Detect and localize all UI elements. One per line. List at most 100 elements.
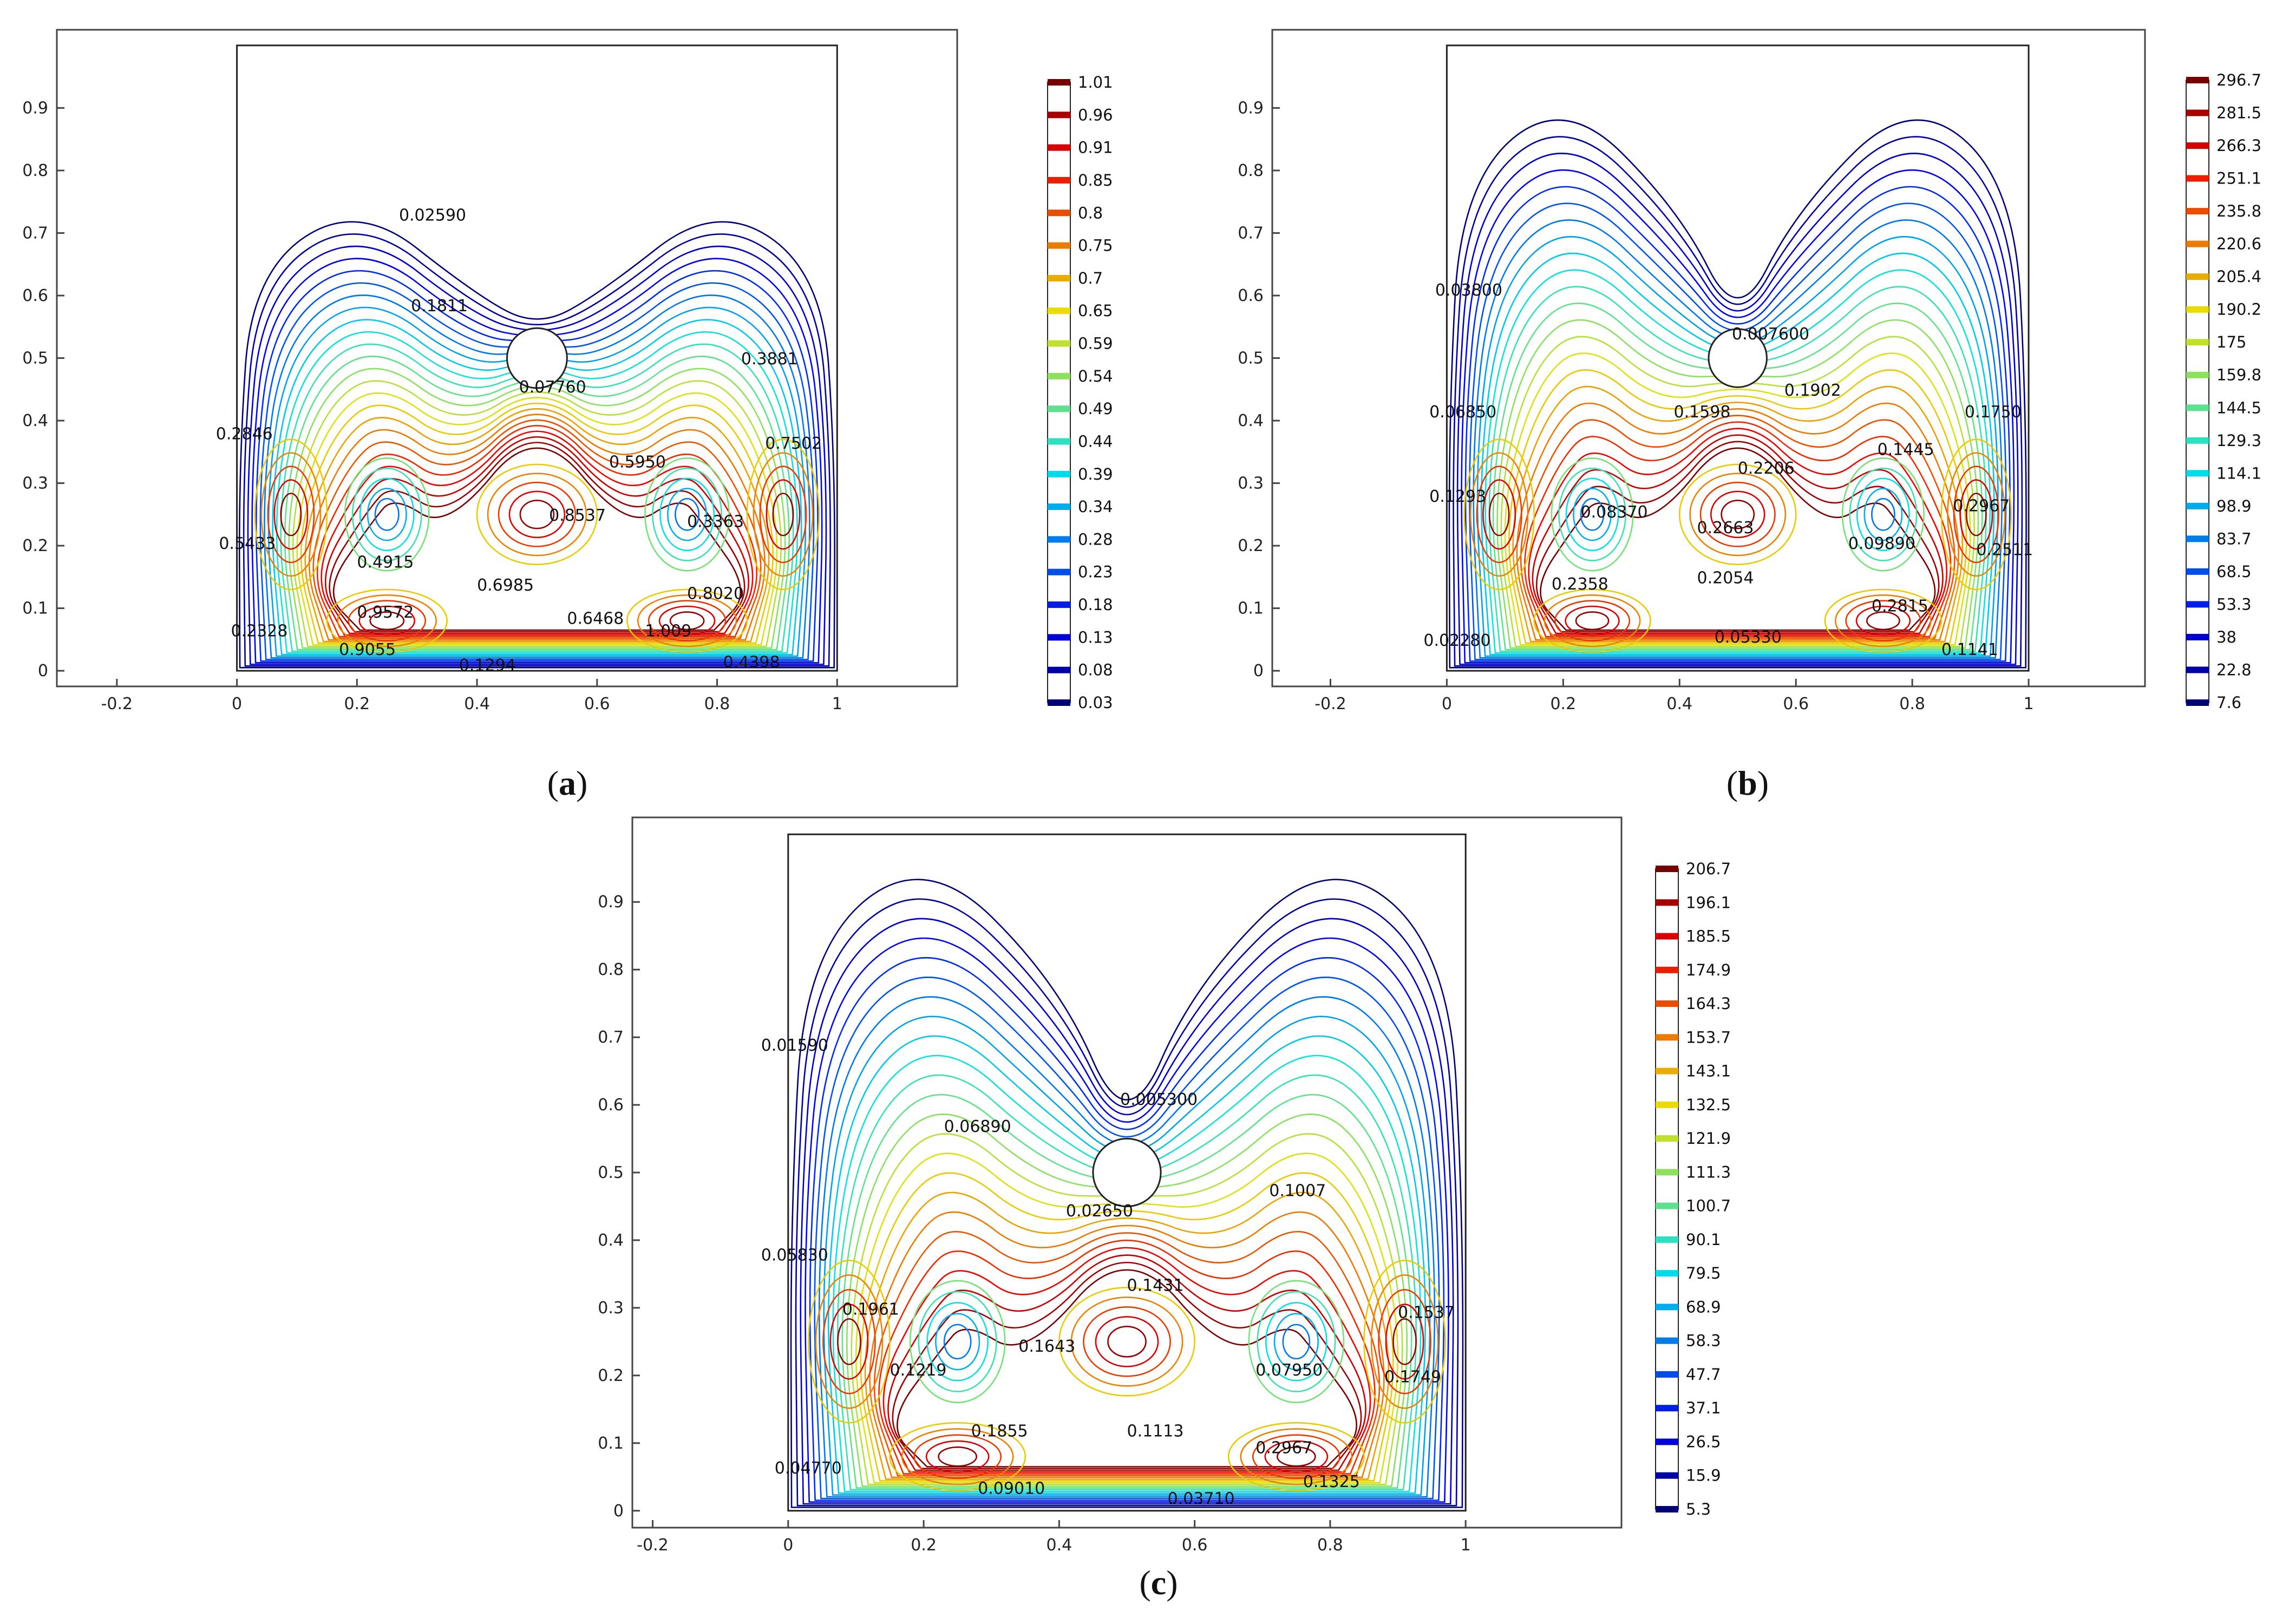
legend-label: 98.9: [2216, 497, 2252, 515]
legend-label: 111.3: [1686, 1163, 1731, 1181]
legend-swatch: [1656, 1034, 1678, 1041]
legend-swatch: [2186, 404, 2209, 411]
contour-value-label: 0.2206: [1738, 459, 1795, 478]
legend-swatch: [1048, 568, 1070, 575]
vortex-contour: [1095, 1316, 1159, 1367]
contour-line: [329, 442, 745, 633]
contour-line: [851, 1133, 1403, 1485]
contour-line: [800, 918, 1454, 1505]
legend-swatch: [2186, 77, 2209, 83]
contour-line: [823, 1016, 1431, 1496]
contour-line: [308, 414, 766, 641]
vortex-contour: [1392, 1318, 1417, 1365]
contour-value-label: 0.1293: [1429, 487, 1486, 506]
contour-value-label: 0.2328: [231, 622, 288, 641]
vortex-contour: [658, 605, 716, 636]
panel-a: -0.2 0 0.2 0.4 0.6 0.8 1 0 0.1 0.2 0.3 0.4 0.5 0.6 0.…: [22, 29, 1113, 802]
y-tick-label: 0.5: [22, 349, 48, 368]
legend-swatch: [1656, 1068, 1678, 1075]
vortex-contour: [1580, 497, 1605, 531]
legend-label: 206.7: [1686, 860, 1731, 878]
vortex-contour: [1476, 466, 1522, 564]
vortex-contour: [648, 600, 727, 641]
vortex-contour: [925, 1440, 990, 1473]
contour-line: [869, 1211, 1385, 1478]
x-tick-label: -0.2: [101, 695, 133, 713]
legend-label: 0.54: [1078, 367, 1113, 385]
contour-line: [1448, 119, 2027, 669]
contour-line: [1492, 302, 1983, 651]
contour-value-label: 0.1537: [1398, 1304, 1455, 1322]
vortex-contour: [519, 500, 555, 529]
legend-swatch: [2186, 175, 2209, 182]
vortex-contour: [1463, 438, 1535, 591]
contour-line: [1481, 252, 1995, 656]
vortex-contour: [1565, 477, 1619, 552]
legend-swatch: [1048, 601, 1070, 608]
legend-swatch: [2186, 437, 2209, 444]
vortex-contour: [280, 493, 302, 536]
legend-swatch: [1656, 1169, 1678, 1176]
contour-line: [304, 408, 770, 643]
contour-line: [795, 898, 1459, 1507]
legend-swatch: [1656, 1438, 1678, 1445]
contour-value-label: 0.05830: [761, 1246, 828, 1265]
vortex-contour: [267, 466, 315, 564]
y-tick-label: 0.2: [22, 536, 48, 555]
contour-line: [1488, 286, 1987, 652]
legend-swatch: [1656, 1472, 1678, 1479]
vortex-contour: [1240, 1428, 1353, 1485]
legend-label: 220.6: [2216, 235, 2261, 253]
contour-line: [259, 282, 815, 660]
legend-label: 121.9: [1686, 1129, 1731, 1148]
legend-label: 190.2: [2216, 300, 2261, 319]
contour-line: [1516, 402, 1959, 641]
x-tick-label: 1: [832, 695, 842, 713]
y-tick-label: 0.5: [1238, 349, 1264, 368]
vortex-contour: [1959, 479, 1993, 550]
vortex-contour: [1370, 1274, 1439, 1409]
y-tick-label: 0.1: [1238, 599, 1264, 618]
vortex-contour: [1248, 1280, 1345, 1404]
legend-swatch: [1048, 699, 1070, 706]
panel-c: -0.2 0 0.2 0.4 0.6 0.8 1 0 0.1 0.2 0.3 0.4 0.5 0.6 0.…: [598, 816, 1731, 1602]
y-tick-label: 0.5: [598, 1163, 624, 1182]
legend-swatch: [2186, 273, 2209, 280]
legend-swatch: [1656, 1337, 1678, 1344]
y-tick-label: 0.9: [22, 99, 48, 117]
legend-label: 196.1: [1686, 893, 1731, 912]
y-tick-label: 0.3: [598, 1299, 624, 1318]
x-tick-label: 0.4: [464, 695, 490, 713]
legend-label: 79.5: [1686, 1264, 1721, 1282]
legend-label: 0.08: [1078, 661, 1113, 679]
contour-line: [284, 356, 790, 651]
legend-swatch: [1048, 112, 1070, 119]
vortex-contour: [337, 594, 437, 647]
legend-label: 1.01: [1078, 73, 1113, 91]
vortex-contour: [369, 611, 405, 631]
legend-swatch: [1048, 274, 1070, 281]
contour-line: [805, 937, 1449, 1503]
y-tick-label: 0.7: [22, 224, 48, 243]
vortex-contour: [1363, 1260, 1446, 1424]
x-tick-label: 0.8: [704, 695, 730, 713]
vortex-contour: [1710, 490, 1765, 539]
x-tick-label: 0.8: [1899, 695, 1925, 713]
panel-c-contours: [790, 879, 1464, 1508]
x-tick-label: 0.6: [584, 695, 610, 713]
legend-swatch: [1656, 1506, 1678, 1512]
legend-label: 129.3: [2216, 431, 2261, 450]
vortex-contour: [348, 600, 427, 641]
y-tick-label: 0.8: [1238, 161, 1264, 180]
legend-swatch: [1048, 470, 1070, 477]
contour-value-label: 0.2511: [1976, 540, 2033, 559]
contour-value-label: 0.05330: [1715, 628, 1782, 647]
contour-line: [882, 1247, 1371, 1473]
legend-label: 0.28: [1078, 530, 1113, 548]
panel-b-domain-box: [1446, 44, 2030, 672]
legend-swatch: [2186, 699, 2209, 706]
vortex-contour: [1385, 1304, 1424, 1380]
y-tick-label: 0.6: [1238, 286, 1264, 305]
contour-line: [300, 402, 774, 644]
legend-label: 0.8: [1078, 204, 1103, 222]
